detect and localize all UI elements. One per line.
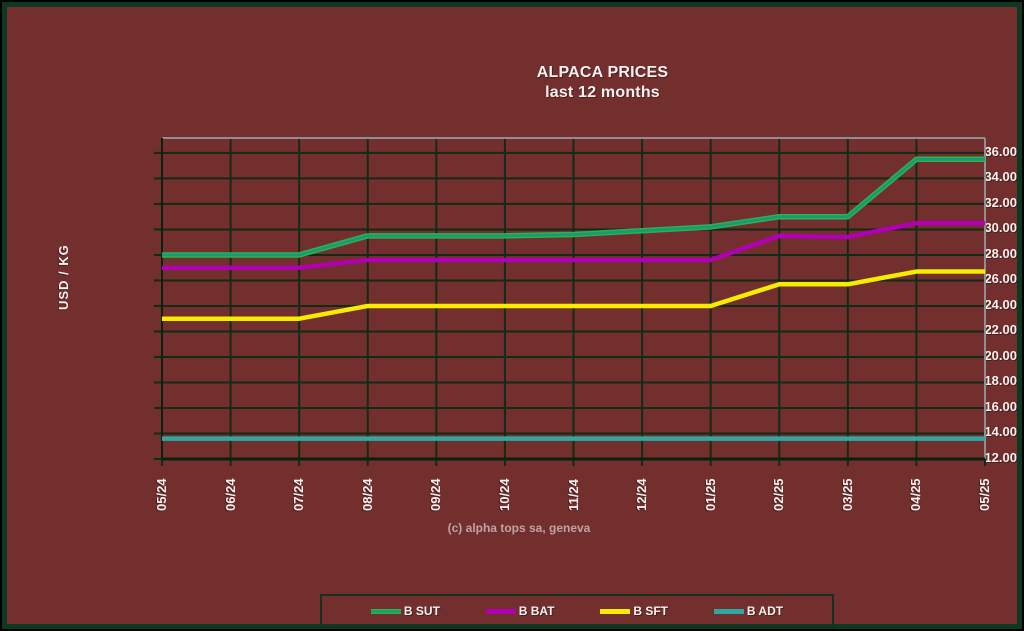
x-tick-label: 07/24 [291,478,307,511]
chart-title-line2: last 12 months [545,84,660,101]
y-axis-title: USD / KG [56,244,71,310]
x-tick-label: 05/25 [977,478,992,511]
legend-line-icon [713,608,744,614]
x-tick-label: 04/25 [908,478,924,511]
legend-item-b-bat: B BAT [485,604,555,618]
x-tick-label: 02/25 [771,478,787,511]
x-tick-label: 05/24 [154,478,169,511]
legend-label: B SFT [633,604,669,618]
series-line-b-sut [162,157,985,257]
legend-item-b-sft: B SFT [600,604,668,618]
chart-title: ALPACA PRICES last 12 months [191,63,1014,103]
legend-item-b-sut: B SUT [370,604,440,618]
x-tick-label: 06/24 [222,478,238,511]
legend-line-icon [485,608,516,614]
footer-credit: (c) alpha tops sa, geneva [447,521,591,535]
x-tick-label: 03/25 [839,478,855,511]
legend-line-icon [600,608,631,614]
legend-line-icon [370,608,401,614]
legend: B SUT B BAT B SFT B ADT [320,594,834,628]
x-tick-label: 10/24 [496,478,512,511]
x-tick-label: 11/24 [565,479,581,511]
x-tick-label: 08/24 [359,478,375,511]
legend-item-b-adt: B ADT [713,604,784,618]
legend-label: B ADT [746,604,784,618]
x-tick-label: 12/24 [634,478,650,511]
legend-label: B SUT [403,604,440,618]
plot-area [154,137,986,466]
chart-svg [154,137,986,466]
series-line-b-bat [162,220,985,270]
x-tick-label: 01/25 [702,478,718,511]
chart-title-line1: ALPACA PRICES [536,64,669,81]
x-tick-label: 09/24 [428,478,444,511]
series-line-b-sft [162,269,985,321]
legend-label: B BAT [518,604,555,618]
